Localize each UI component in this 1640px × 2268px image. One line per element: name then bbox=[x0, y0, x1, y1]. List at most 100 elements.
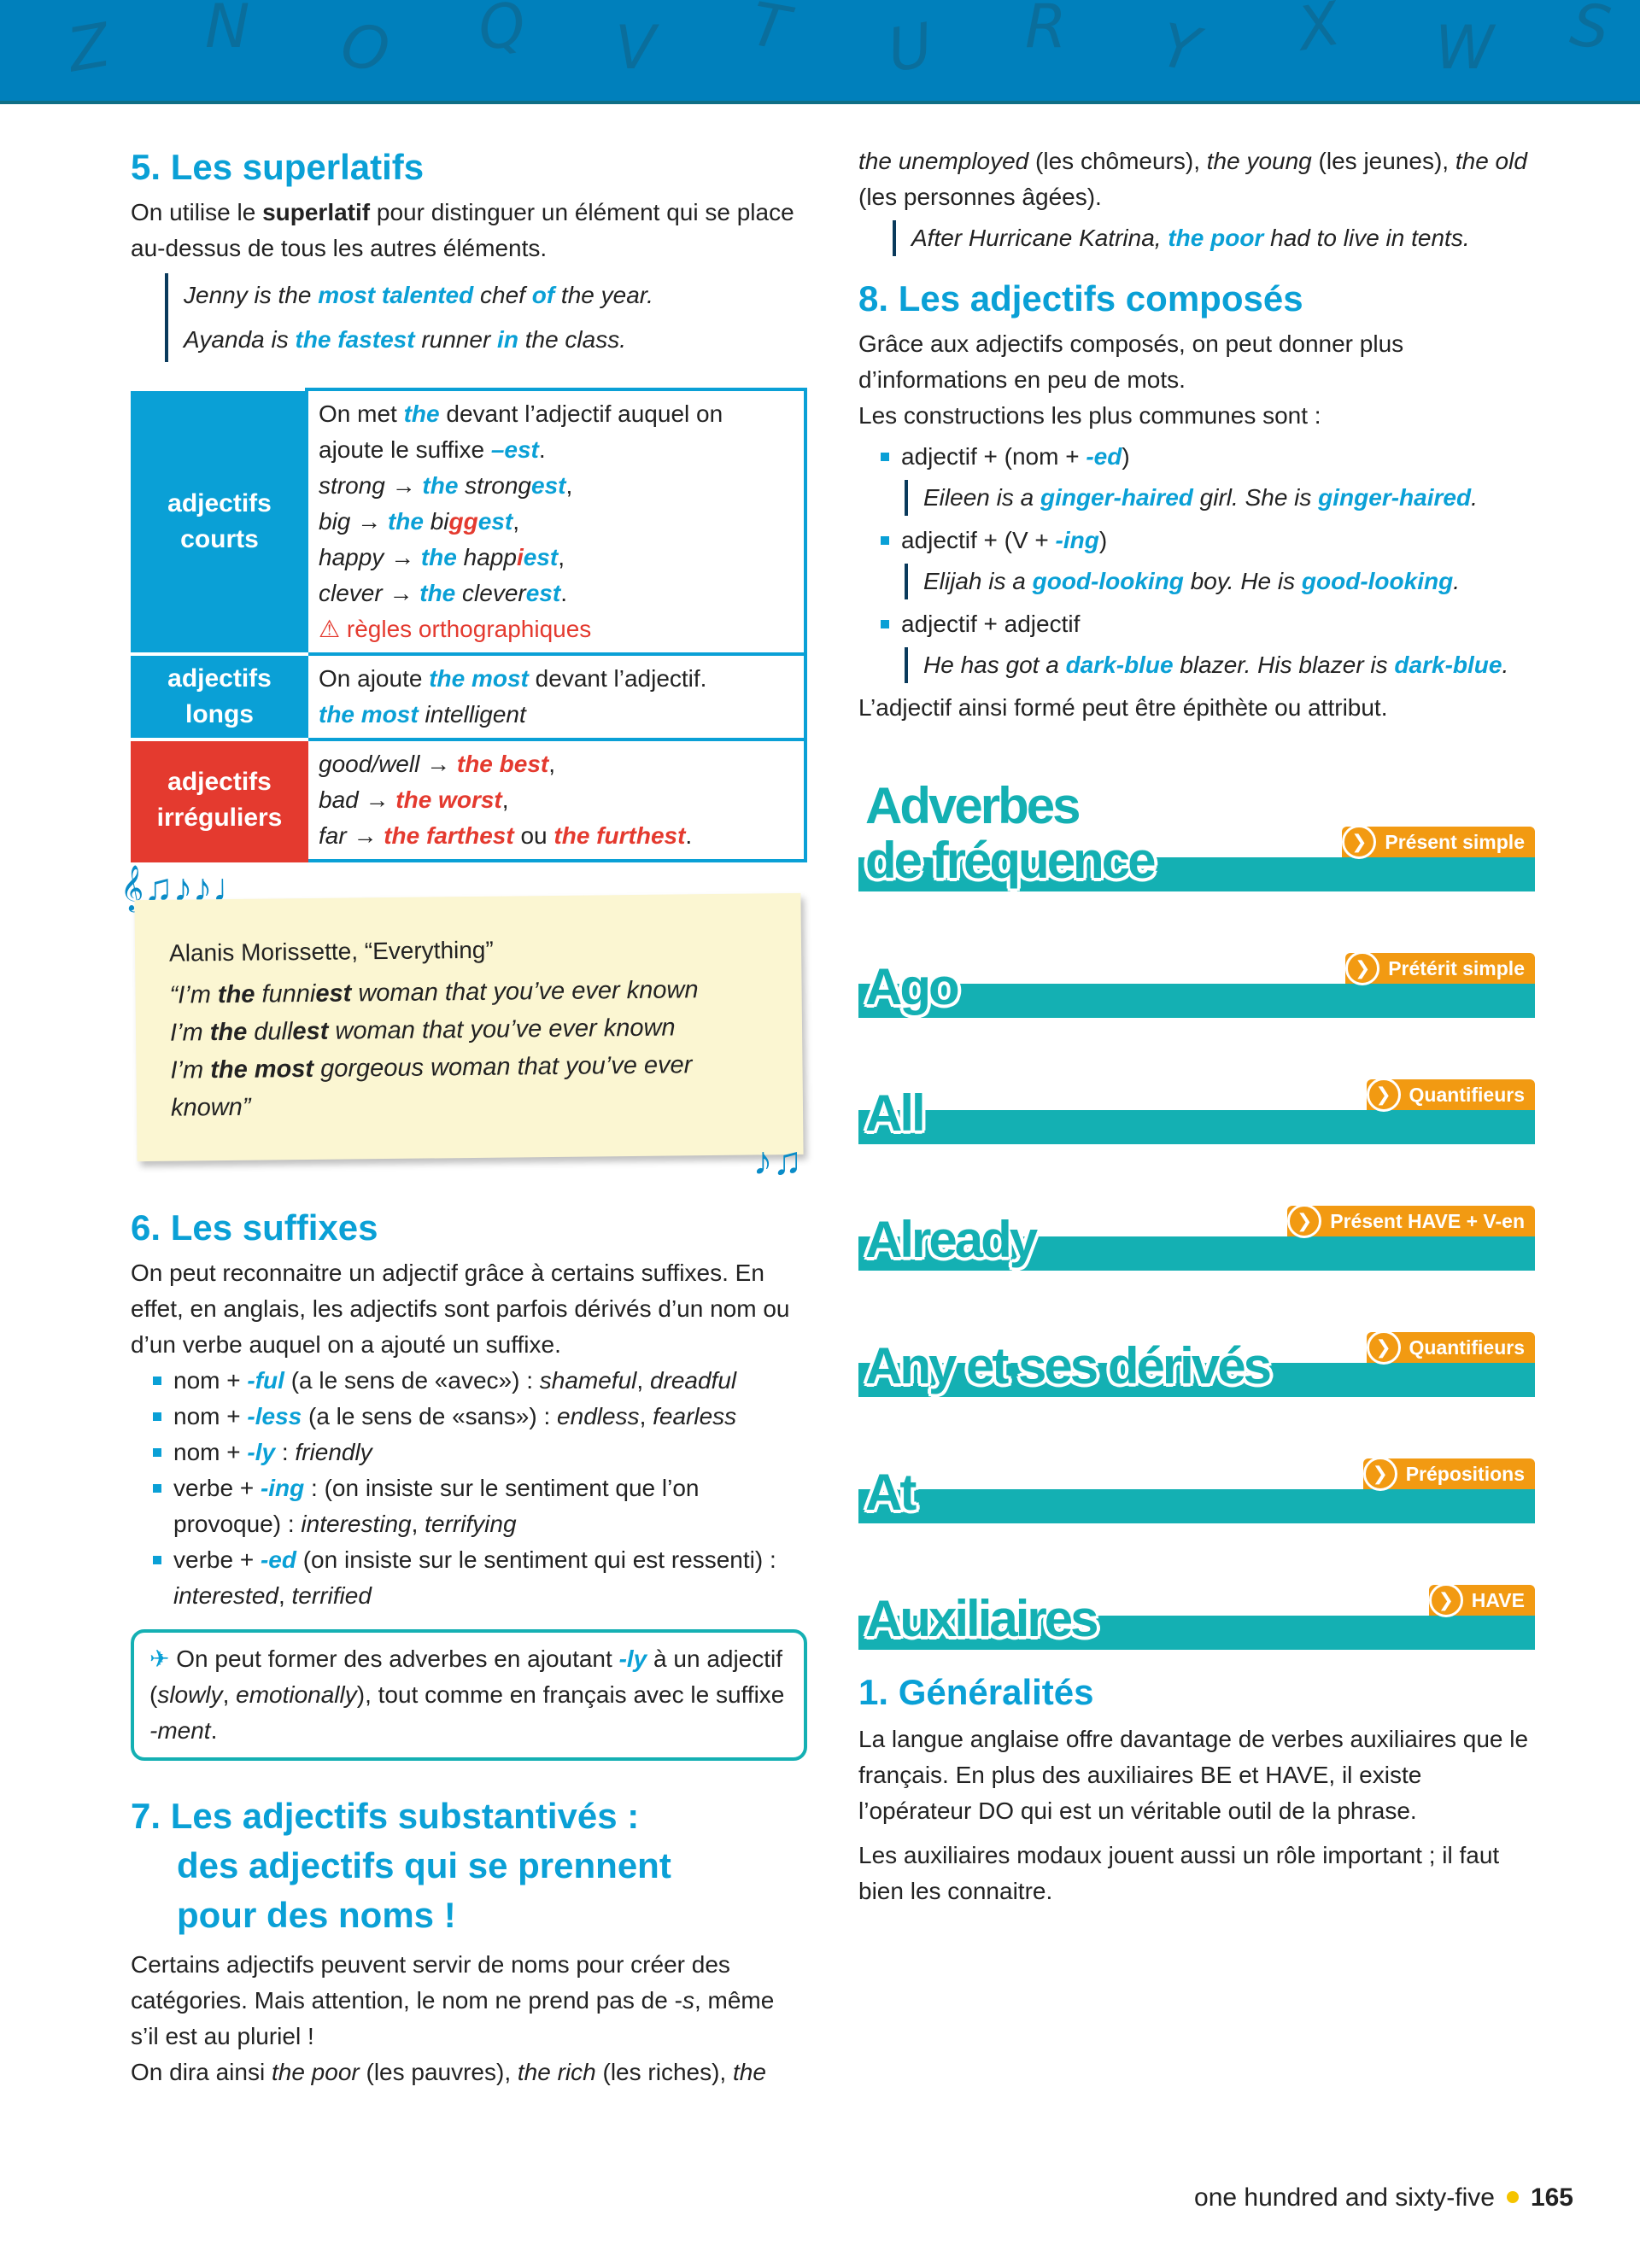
text-run: the old bbox=[1455, 148, 1527, 174]
cross-reference-link[interactable]: ❯ Prépositions bbox=[1362, 1457, 1535, 1491]
section-title: 1. Généralités bbox=[858, 1672, 1094, 1712]
list-item: adjectif + (V + -ing) Elijah is a good-lo… bbox=[881, 523, 1535, 599]
banner-bar bbox=[858, 1363, 1535, 1397]
section-suffixes: 6. Les suffixes On peut reconnaitre un a… bbox=[131, 1204, 807, 1761]
entry-title: Ago bbox=[865, 958, 960, 1015]
link-label: Quantifieurs bbox=[1409, 1084, 1525, 1106]
cross-reference-link[interactable]: ❯ HAVE bbox=[1428, 1583, 1535, 1617]
text-run: superlatif bbox=[262, 199, 371, 225]
text-run: ginger-haired bbox=[1040, 484, 1193, 511]
entry-title: Already bbox=[865, 1211, 1038, 1268]
text-run: nom + bbox=[173, 1403, 248, 1429]
text-run: à un adjectif ( bbox=[149, 1645, 783, 1708]
text-run: strong bbox=[458, 472, 531, 499]
text-run: clever bbox=[455, 580, 526, 606]
dictionary-entry-banner: Adverbes de fréquence ❯ Présent simple bbox=[858, 751, 1535, 891]
lyrics-box: 𝄞♫♪♪♩ Alanis Morissette, “Everything” “I… bbox=[120, 868, 804, 1183]
text-run: -ly bbox=[247, 1439, 276, 1465]
text-run: (a le sens de «avec») : bbox=[284, 1367, 540, 1394]
text-run: dreadful bbox=[649, 1367, 737, 1394]
cross-reference-link[interactable]: ❯ Présent HAVE + V-en bbox=[1287, 1204, 1535, 1238]
text-run: . bbox=[210, 1717, 218, 1744]
text-run: Elijah is a bbox=[923, 568, 1033, 594]
row-header: adjectifs courts bbox=[131, 388, 308, 656]
text-run: “I’m bbox=[169, 981, 219, 1009]
text-run: the rich bbox=[517, 2059, 596, 2085]
table-row: adjectifs courts On met the devant l’adje… bbox=[131, 388, 807, 656]
text-run: dark-blue bbox=[1394, 652, 1502, 678]
text-run: chef bbox=[473, 282, 532, 308]
text-run: the young bbox=[1206, 148, 1312, 174]
content-line: On ajoute the most devant l’adjectif. bbox=[319, 661, 794, 697]
section-compound-adjectives: 8. Les adjectifs composés Grâce aux adje… bbox=[858, 275, 1535, 726]
decorative-letter: X bbox=[1292, 0, 1345, 65]
bullet-square bbox=[881, 453, 889, 461]
text-run: ou bbox=[513, 822, 554, 849]
entry-title: At bbox=[865, 1464, 917, 1521]
text-run: the best bbox=[456, 751, 549, 777]
text-run: the poor bbox=[1168, 225, 1264, 251]
paragraph: On utilise le superlatif pour distinguer… bbox=[131, 195, 807, 266]
row-content: good/well → the best, bad → the worst, far… bbox=[305, 738, 807, 862]
text-run: On met bbox=[319, 400, 404, 427]
text-run: nom + bbox=[173, 1439, 248, 1465]
text-run: the bbox=[420, 544, 457, 570]
text-run: -ing bbox=[260, 1475, 305, 1501]
dictionary-entry-banner: All ❯ Quantifieurs bbox=[858, 1050, 1535, 1144]
text-run: devant l’adjectif. bbox=[528, 665, 707, 692]
chevron-right-icon: ❯ bbox=[1428, 1583, 1463, 1617]
bullet-square bbox=[881, 620, 889, 628]
text-run: , bbox=[548, 751, 556, 777]
text-run: -ed bbox=[1086, 443, 1122, 470]
dictionary-entry-banner: Already ❯ Présent HAVE + V-en bbox=[858, 1177, 1535, 1271]
cross-reference-link[interactable]: ❯ Présent simple bbox=[1342, 825, 1535, 859]
superlative-table: adjectifs courts On met the devant l’adje… bbox=[131, 388, 807, 862]
text-run: ) bbox=[1098, 527, 1108, 553]
text-run: , bbox=[558, 544, 565, 570]
title-line: 7. Les adjectifs substantivés : bbox=[131, 1796, 640, 1836]
text-run: good/well → bbox=[319, 751, 457, 777]
text-run: On utilise le bbox=[131, 199, 263, 225]
content-line: On met the devant l’adjectif auquel on a… bbox=[319, 396, 794, 468]
content-line: far → the farthest ou the furthest. bbox=[319, 818, 794, 854]
text-run: (on insiste sur le sentiment qui est res… bbox=[296, 1546, 776, 1573]
suffix-list: nom + -ful (a le sens de «avec») : shame… bbox=[153, 1363, 807, 1614]
chevron-right-icon: ❯ bbox=[1342, 825, 1377, 859]
content-line: the most intelligent bbox=[319, 697, 794, 733]
text-run: adjectif + (V + bbox=[901, 527, 1056, 553]
cross-reference-link[interactable]: ❯ Quantifieurs bbox=[1366, 1330, 1535, 1365]
content-line: strong → the strongest, bbox=[319, 468, 794, 504]
text-run: , bbox=[278, 1582, 292, 1609]
text-run: the farthest bbox=[384, 822, 514, 849]
entry-title: Auxiliaires bbox=[865, 1590, 1098, 1647]
example-line: After Hurricane Katrina, the poor had to… bbox=[911, 220, 1535, 256]
content-line: bad → the worst, bbox=[319, 782, 794, 818]
title-line: pour des noms ! bbox=[177, 1895, 456, 1935]
cross-reference-link[interactable]: ❯ Quantifieurs bbox=[1366, 1078, 1535, 1112]
section-substantives-continued: the unemployed (les chômeurs), the young… bbox=[858, 143, 1535, 256]
section-superlatifs: 5. Les superlatifs On utilise le superla… bbox=[131, 143, 807, 862]
text-run: (les jeunes), bbox=[1311, 148, 1456, 174]
text-run: the year. bbox=[554, 282, 653, 308]
example-quote: Elijah is a good-looking boy. He is good… bbox=[905, 564, 1535, 599]
text-run: girl. She is bbox=[1192, 484, 1319, 511]
text-run: On peut former des adverbes en ajoutant bbox=[176, 1645, 619, 1672]
text-run: ⚠ règles orthographiques bbox=[319, 616, 592, 642]
paragraph: Les constructions les plus communes sont… bbox=[858, 398, 1535, 434]
paragraph: On peut reconnaitre un adjectif grâce à … bbox=[131, 1255, 807, 1363]
section-title: 8. Les adjectifs composés bbox=[858, 278, 1303, 319]
text-run: , même s’il est au pluriel ! bbox=[131, 1987, 775, 2049]
music-notes-icon: ♪♫ bbox=[753, 1138, 803, 1183]
text-run: interesting bbox=[301, 1511, 412, 1537]
row-content: On ajoute the most devant l’adjectif. the… bbox=[305, 652, 807, 741]
chevron-right-icon: ❯ bbox=[1366, 1330, 1401, 1365]
entry-title: Adverbes de fréquence bbox=[865, 777, 1156, 889]
decorative-letter: R bbox=[1025, 0, 1067, 61]
text-run: intelligent bbox=[418, 701, 526, 728]
dictionary-entry-banner: Ago ❯ Prétérit simple bbox=[858, 924, 1535, 1018]
text-run: : (on insiste sur le sentiment que l’on … bbox=[173, 1475, 700, 1537]
text-run: woman that you’ve ever known bbox=[328, 1014, 676, 1045]
text-run: –est bbox=[490, 436, 539, 463]
cross-reference-link[interactable]: ❯ Prétérit simple bbox=[1345, 951, 1535, 985]
text-run: ) bbox=[1122, 443, 1130, 470]
